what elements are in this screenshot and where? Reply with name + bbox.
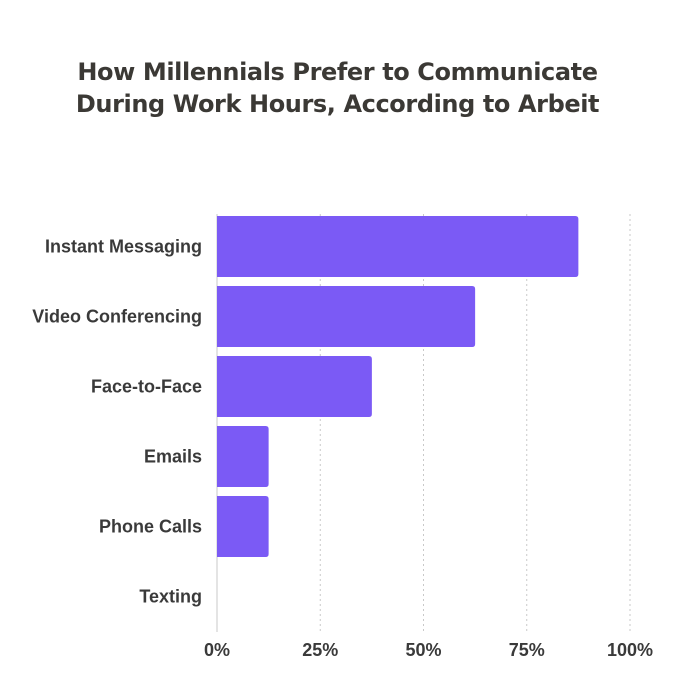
category-label: Texting	[139, 587, 202, 607]
category-label: Instant Messaging	[45, 237, 202, 257]
x-tick-label: 0%	[204, 640, 230, 660]
x-tick-label: 75%	[509, 640, 545, 660]
bar	[217, 426, 269, 487]
bar	[217, 496, 269, 557]
x-tick-labels: 0% 25% 50% 75% 100%	[204, 640, 653, 660]
chart-title: How Millennials Prefer to Communicate Du…	[75, 58, 600, 118]
bar	[217, 216, 579, 277]
category-label: Face-to-Face	[91, 377, 202, 397]
category-label: Phone Calls	[99, 517, 202, 537]
x-tick-label: 100%	[607, 640, 653, 660]
bar	[217, 356, 372, 417]
x-tick-label: 50%	[405, 640, 441, 660]
category-label: Video Conferencing	[32, 307, 202, 327]
grid-lines	[216, 214, 631, 632]
category-labels: Instant Messaging Video Conferencing Face-…	[32, 237, 202, 607]
bars	[217, 216, 579, 557]
x-tick-label: 25%	[302, 640, 338, 660]
category-label: Emails	[144, 447, 202, 467]
bar	[217, 286, 476, 347]
